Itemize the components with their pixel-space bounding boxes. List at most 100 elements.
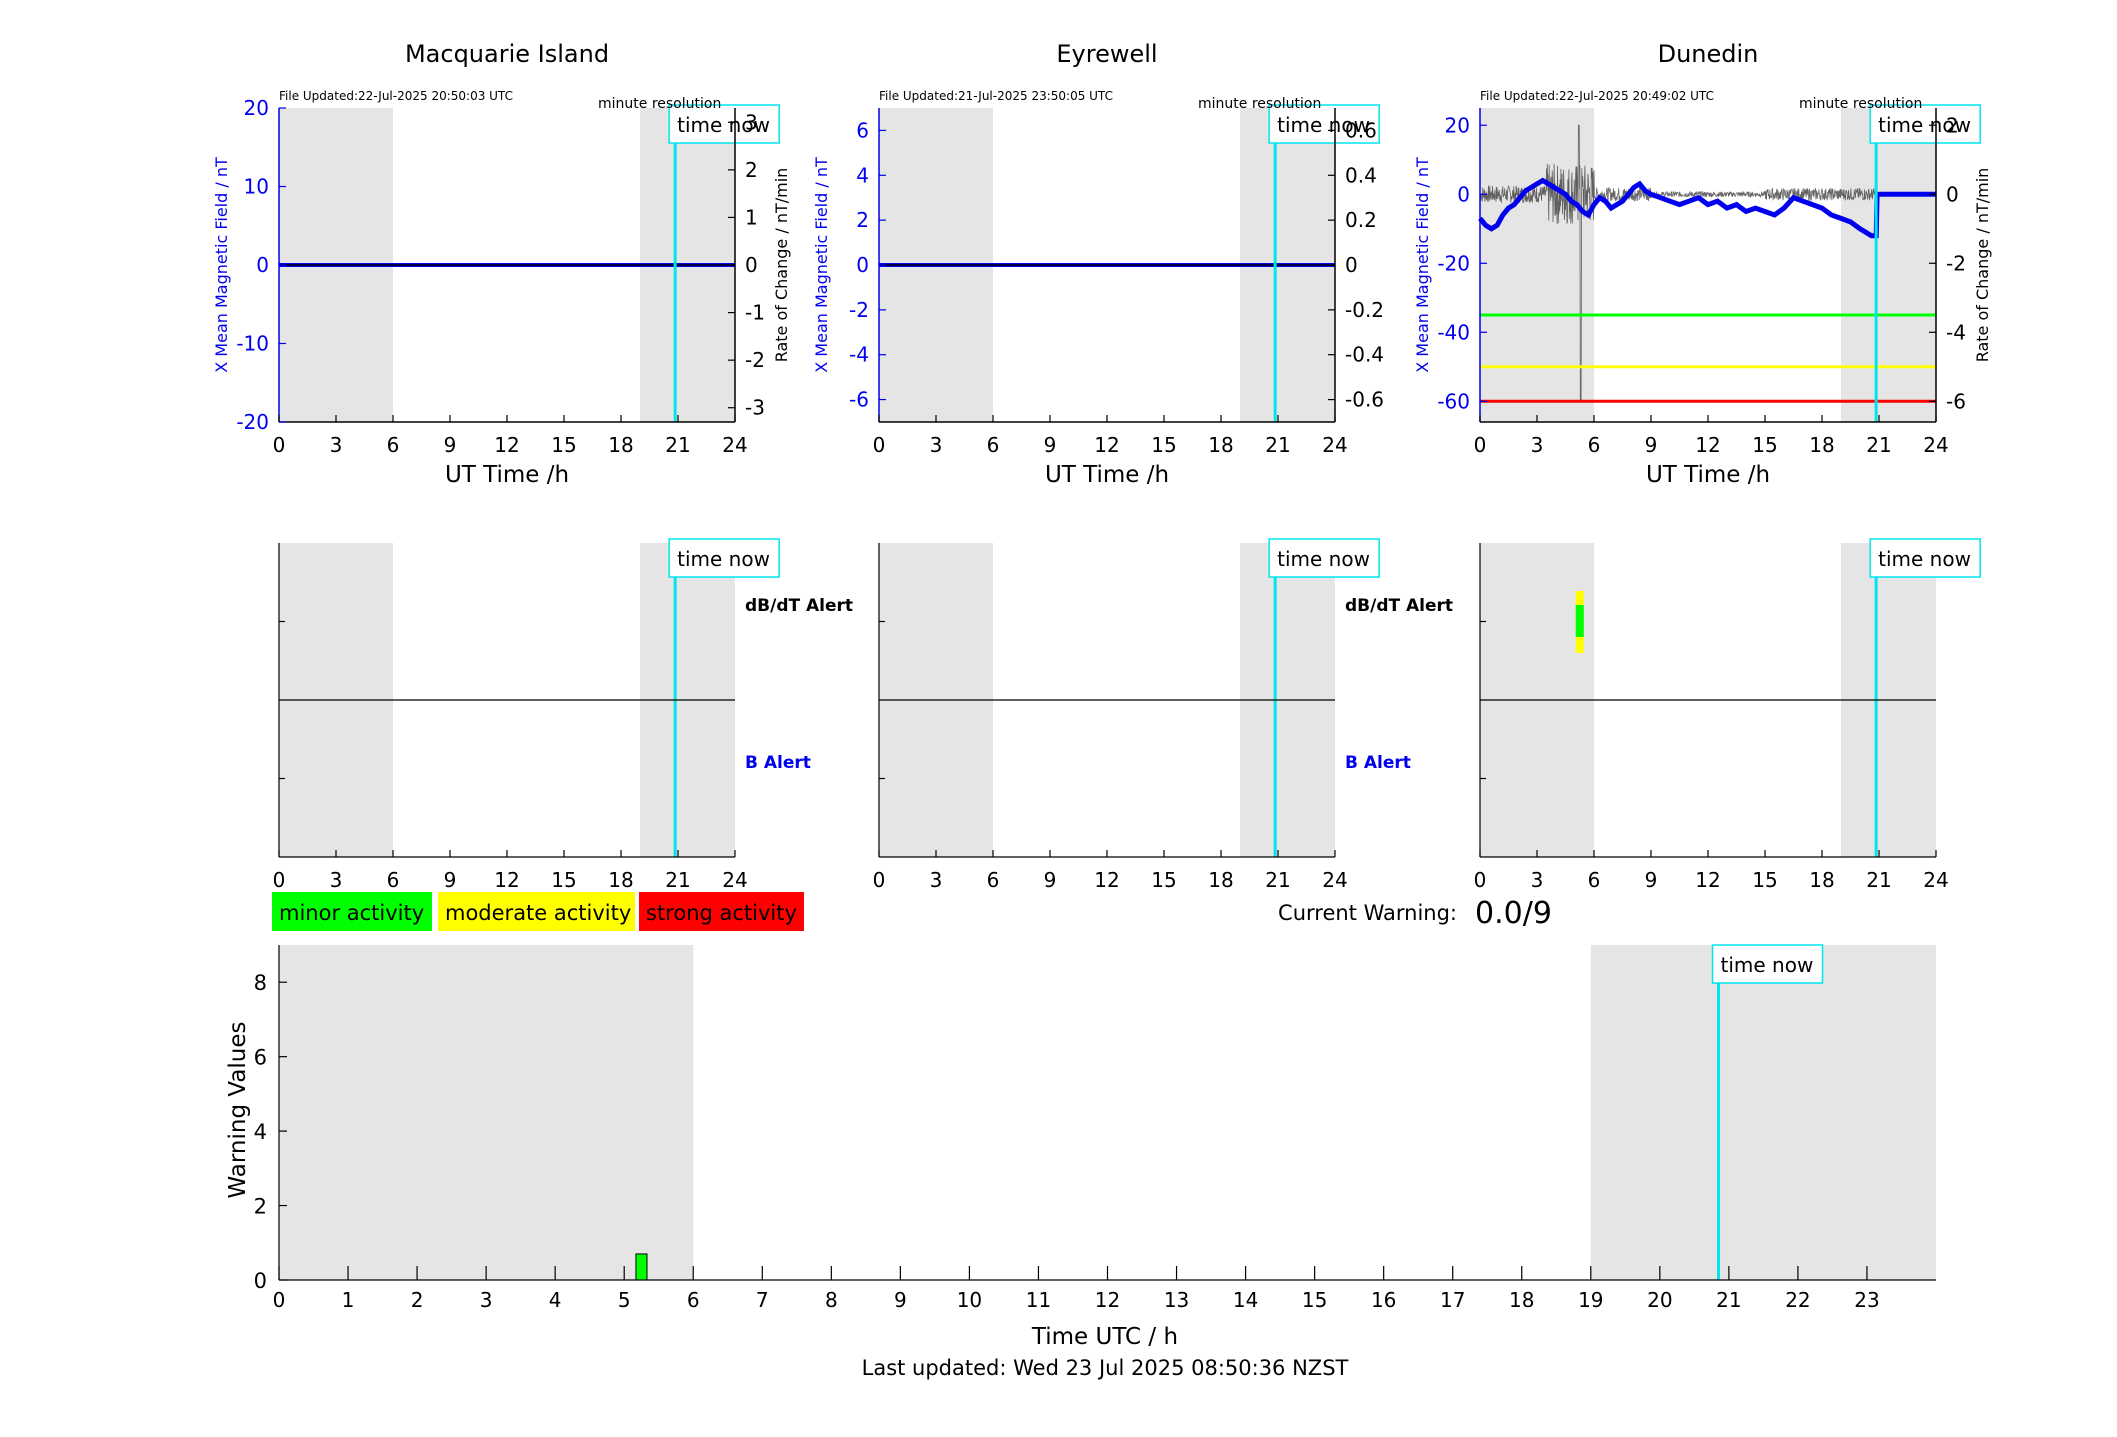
macquarie-island-hour-tick-label-top-3: 9 [444, 433, 457, 457]
eyrewell-right-tick-label-1: 0.4 [1345, 163, 1377, 187]
eyrewell-left-tick-label-2: 2 [856, 208, 869, 232]
macquarie-island-title: Macquarie Island [405, 40, 609, 68]
macquarie-island-right-tick-label-5: -2 [745, 348, 765, 372]
eyrewell-right-tick-label-2: 0.2 [1345, 208, 1377, 232]
warning-x-tick-label-8: 8 [825, 1288, 838, 1312]
eyrewell-left-tick-label-5: -4 [849, 343, 869, 367]
warning-x-tick-label-7: 7 [756, 1288, 769, 1312]
warning-x-tick-label-0: 0 [273, 1288, 286, 1312]
dunedin-hour-tick-label-alert-4: 12 [1695, 868, 1720, 892]
eyrewell-left-tick-label-0: 6 [856, 118, 869, 142]
warning-x-tick-label-4: 4 [549, 1288, 562, 1312]
macquarie-island-hour-tick-label-top-6: 18 [608, 433, 633, 457]
eyrewell-time-now-label-alert: time now [1277, 547, 1370, 571]
warning-night-band-0 [279, 945, 694, 1280]
eyrewell-right-tick-label-6: -0.6 [1345, 388, 1384, 412]
eyrewell-right-tick-label-0: 0.6 [1345, 118, 1377, 142]
dunedin-time-now-box-alert [1869, 538, 1981, 578]
warning-x-tick-label-14: 14 [1233, 1288, 1258, 1312]
macquarie-island-hour-tick-label-alert-5: 15 [551, 868, 576, 892]
warning-y-tick-label-4: 8 [254, 971, 267, 995]
macquarie-island-hour-tick-label-top-7: 21 [665, 433, 690, 457]
dunedin-left-axis-label: X Mean Magnetic Field / nT [1413, 157, 1432, 373]
eyrewell-hour-tick-label-top-7: 21 [1265, 433, 1290, 457]
eyrewell-time-now-label-top: time now [1277, 113, 1370, 137]
warning-x-tick-label-16: 16 [1371, 1288, 1396, 1312]
warning-y-tick-label-2: 4 [254, 1120, 267, 1144]
warning-y-tick-label-1: 2 [254, 1195, 267, 1219]
dunedin-minute-resolution: minute resolution [1799, 96, 1922, 112]
dunedin-right-axis-label: Rate of Change / nT/min [1973, 168, 1992, 363]
macquarie-island-hour-tick-label-alert-4: 12 [494, 868, 519, 892]
warning-time-now-box [1711, 944, 1824, 984]
eyrewell-hour-tick-label-alert-5: 15 [1151, 868, 1176, 892]
warning-x-tick-label-23: 23 [1854, 1288, 1879, 1312]
dunedin-left-tick-label-1: 0 [1457, 182, 1470, 206]
macquarie-island-minute-resolution: minute resolution [598, 96, 721, 112]
eyrewell-hour-tick-label-top-4: 12 [1094, 433, 1119, 457]
dunedin-hour-tick-label-top-2: 6 [1588, 433, 1601, 457]
macquarie-island-right-axis-label: Rate of Change / nT/min [772, 168, 791, 363]
macquarie-island-hour-tick-label-alert-1: 3 [330, 868, 343, 892]
macquarie-island-hour-tick-label-top-4: 12 [494, 433, 519, 457]
eyrewell-file-updated: File Updated:21-Jul-2025 23:50:05 UTC [879, 89, 1113, 103]
eyrewell-hour-tick-label-alert-6: 18 [1208, 868, 1233, 892]
eyrewell-hour-tick-label-alert-2: 6 [987, 868, 1000, 892]
warning-x-axis-label: Time UTC / h [1031, 1324, 1178, 1350]
macquarie-island-right-tick-label-2: 1 [745, 205, 758, 229]
dunedin-hour-tick-label-alert-5: 15 [1752, 868, 1777, 892]
eyrewell-minute-resolution: minute resolution [1198, 96, 1321, 112]
dunedin-x-axis-label: UT Time /h [1646, 462, 1770, 488]
eyrewell-hour-tick-label-top-5: 15 [1151, 433, 1176, 457]
dunedin-right-tick-label-0: 2 [1946, 113, 1959, 137]
macquarie-island-time-now-box-alert [668, 538, 780, 578]
dunedin-right-tick-label-1: 0 [1946, 182, 1959, 206]
axes-layer [278, 107, 1937, 1281]
macquarie-island-x-axis-label: UT Time /h [445, 462, 569, 488]
warning-x-tick-label-19: 19 [1578, 1288, 1603, 1312]
dunedin-left-tick-label-4: -60 [1437, 389, 1470, 413]
dunedin-left-tick-label-0: 20 [1445, 113, 1470, 137]
dunedin-file-updated: File Updated:22-Jul-2025 20:49:02 UTC [1480, 89, 1714, 103]
warning-x-tick-label-12: 12 [1095, 1288, 1120, 1312]
eyrewell-hour-tick-label-top-6: 18 [1208, 433, 1233, 457]
eyrewell-time-now-box-alert [1268, 538, 1380, 578]
warning-time-now-label: time now [1721, 953, 1814, 977]
dunedin-hour-tick-label-alert-7: 21 [1866, 868, 1891, 892]
eyrewell-x-axis-label: UT Time /h [1045, 462, 1169, 488]
last-updated: Last updated: Wed 23 Jul 2025 08:50:36 N… [862, 1356, 1349, 1380]
eyrewell-right-tick-label-3: 0 [1345, 253, 1358, 277]
macquarie-island-dbdt-alert-label: dB/dT Alert [745, 596, 853, 616]
warning-x-tick-label-5: 5 [618, 1288, 631, 1312]
dunedin-alert-mark-1 [1575, 605, 1584, 637]
macquarie-island-left-tick-label-1: 10 [244, 175, 269, 199]
macquarie-island-hour-tick-label-alert-6: 18 [608, 868, 633, 892]
warning-x-tick-label-13: 13 [1164, 1288, 1189, 1312]
eyrewell-time-now-box-top [1268, 104, 1380, 144]
legend-label-2: strong activity [646, 901, 797, 925]
dunedin-night-band-top-0 [1480, 108, 1594, 422]
eyrewell-left-tick-label-6: -6 [849, 388, 869, 412]
dunedin-hour-tick-label-top-8: 24 [1923, 433, 1948, 457]
warning-x-tick-label-17: 17 [1440, 1288, 1465, 1312]
eyrewell-hour-tick-label-top-0: 0 [873, 433, 886, 457]
macquarie-island-left-tick-label-3: -10 [236, 332, 269, 356]
dunedin-hour-tick-label-alert-1: 3 [1531, 868, 1544, 892]
eyrewell-hour-tick-label-top-8: 24 [1322, 433, 1347, 457]
eyrewell-left-tick-label-4: -2 [849, 298, 869, 322]
warning-x-tick-label-2: 2 [411, 1288, 424, 1312]
eyrewell-b-alert-label: B Alert [1345, 753, 1411, 773]
warning-x-tick-label-10: 10 [957, 1288, 982, 1312]
warning-x-tick-label-1: 1 [342, 1288, 355, 1312]
eyrewell-hour-tick-label-alert-3: 9 [1044, 868, 1057, 892]
dunedin-field-line [1478, 177, 1936, 239]
warning-y-tick-label-3: 6 [254, 1046, 267, 1070]
macquarie-island-right-tick-label-1: 2 [745, 158, 758, 182]
eyrewell-title: Eyrewell [1056, 40, 1157, 68]
macquarie-island-hour-tick-label-alert-2: 6 [387, 868, 400, 892]
warning-x-tick-label-3: 3 [480, 1288, 493, 1312]
dunedin-hour-tick-label-alert-6: 18 [1809, 868, 1834, 892]
eyrewell-hour-tick-label-alert-1: 3 [930, 868, 943, 892]
legend-swatch-1 [438, 892, 635, 931]
